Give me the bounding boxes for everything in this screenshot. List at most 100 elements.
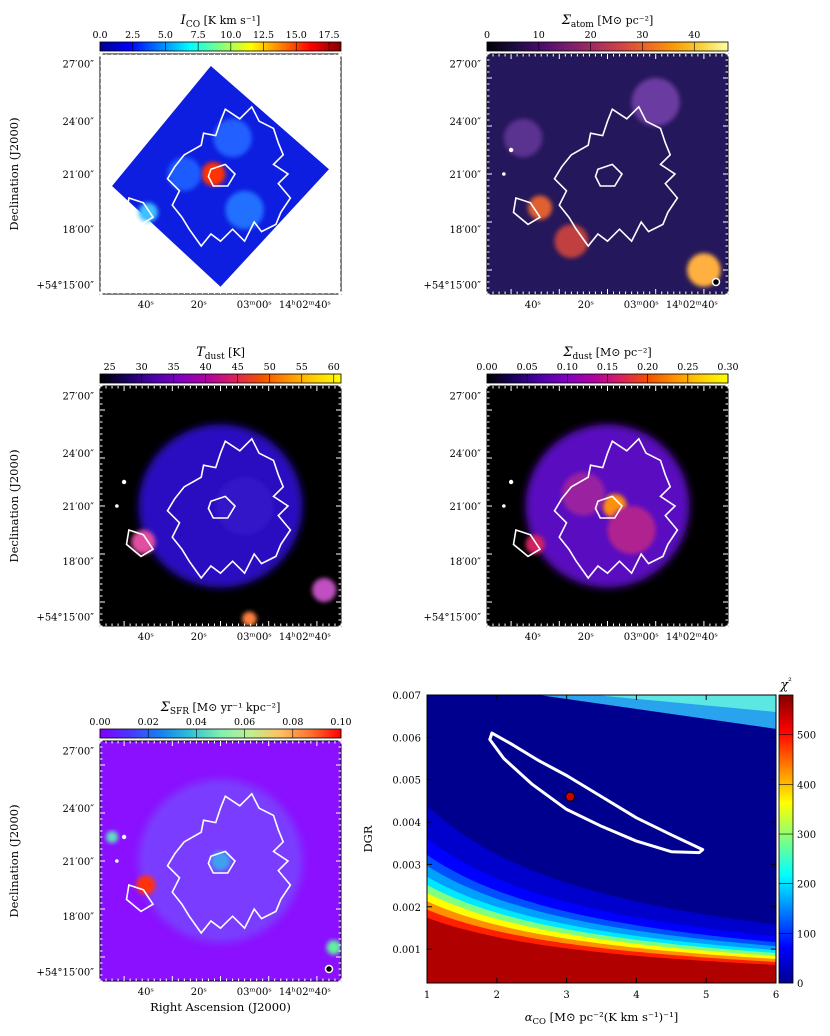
colorbar-tick-label: 15.0: [286, 30, 307, 41]
colorbar-tick-label: 0: [484, 30, 490, 41]
colorbar-tick-label: 12.5: [253, 30, 274, 41]
colorbar-tick-label: 30: [136, 362, 148, 373]
dec-tick-label: 24′00″: [63, 449, 95, 460]
beam-marker: [324, 964, 334, 974]
map-contour: [508, 147, 514, 153]
ra-tick-label: 20ˢ: [191, 632, 207, 643]
ra-tick-label: 40ˢ: [138, 300, 154, 311]
map-contour: [125, 196, 155, 226]
dec-tick-label: 18′00″: [63, 912, 95, 923]
y-tick-label: 0.007: [392, 691, 421, 702]
ra-tick-label: 20ˢ: [578, 632, 594, 643]
colorbar-tick-label: 0.06: [234, 717, 255, 728]
dec-tick-label: +54°15′00″: [36, 612, 94, 623]
ra-tick-label: 03ᵐ00ˢ: [237, 987, 272, 998]
colorbar-tick-label: 0.30: [717, 362, 738, 373]
map-contour: [166, 437, 292, 580]
map-ticks: [99, 53, 342, 295]
dec-tick-label: 21′00″: [63, 857, 95, 868]
dec-tick-label: 27′00″: [450, 392, 482, 403]
map-contour: [115, 172, 119, 176]
map-panel-atom: 0 10 20 30 40 Σatom [M⊙ pc⁻²] 27′00″ 24′00″ 21′0…: [423, 13, 729, 311]
y-tick-label: 0.006: [392, 733, 421, 744]
y-tick-label: 0.002: [392, 903, 421, 914]
colorbar-tick-label: 45: [232, 362, 244, 373]
map-contour: [553, 105, 679, 248]
dec-tick-label: 27′00″: [450, 60, 482, 71]
dec-tick-label: 21′00″: [63, 502, 95, 513]
ra-tick-label: 14ʰ02ᵐ40ˢ: [279, 300, 331, 311]
dec-tick-label: 27′00″: [63, 392, 95, 403]
map-contour: [166, 105, 292, 248]
panel-title: Σdust [M⊙ pc⁻²]: [562, 345, 651, 362]
best-fit-point: [565, 791, 576, 802]
colorbar-tick-label: 50: [264, 362, 276, 373]
panel-title: ICO [K km s⁻¹]: [180, 13, 261, 30]
ra-tick-label: 40ˢ: [138, 987, 154, 998]
map-contour: [594, 495, 624, 519]
map-contour: [121, 147, 127, 153]
map-ticks: [486, 385, 729, 627]
dec-tick-label: 21′00″: [450, 502, 482, 513]
map-contour: [512, 528, 542, 558]
map-ticks: [99, 385, 342, 627]
ra-axis-label: Right Ascension (J2000): [150, 1000, 291, 1014]
y-axis-label: DGR: [361, 825, 375, 852]
colorbar-tdust: [99, 373, 342, 384]
map-ticks: [99, 740, 342, 982]
x-axis-label: αCO [M⊙ pc⁻²(K km s⁻¹)⁻¹]: [525, 1010, 678, 1027]
ra-tick-label: 40ˢ: [525, 632, 541, 643]
x-tick-label: 5: [703, 990, 709, 1001]
map-contour: [121, 834, 127, 840]
panel-title: Σatom [M⊙ pc⁻²]: [561, 13, 654, 30]
colorbar-tick-label: 10.0: [220, 30, 241, 41]
x-tick-label: 6: [773, 990, 779, 1001]
chi2-colorbar: [778, 694, 794, 984]
map-contour: [553, 437, 679, 580]
dec-tick-label: +54°15′00″: [36, 280, 94, 291]
x-tick-label: 1: [424, 990, 430, 1001]
chi2-level: [594, 695, 776, 712]
colorbar-tick-label: 0.10: [557, 362, 578, 373]
colorbar-tick-label: 0.25: [677, 362, 698, 373]
map-contour: [502, 172, 506, 176]
map-contour: [207, 850, 237, 874]
colorbar-tick-label: 2.5: [125, 30, 140, 41]
chi2-level: [427, 917, 776, 983]
colorbar-tick-label: 55: [296, 362, 308, 373]
colorbar-atom: [486, 41, 729, 52]
dec-tick-label: 18′00″: [63, 225, 95, 236]
colorbar-sfr: [99, 728, 342, 739]
dec-tick-label: 27′00″: [63, 60, 95, 71]
map-panel-sdust: 0.00 0.05 0.10 0.15 0.20 0.25 0.30 Σdust [M⊙ pc…: [423, 345, 738, 643]
ra-tick-label: 20ˢ: [191, 987, 207, 998]
map-panel-tdust: 25 30 35 40 45 50 55 60 Tdust [K] 27′00″ 24′00″ 21′…: [7, 345, 342, 643]
chi2-colorbar-tick-label: 500: [797, 731, 816, 742]
colorbar-tick-label: 0.00: [476, 362, 497, 373]
map-image: [487, 386, 728, 626]
ra-tick-label: 40ˢ: [138, 632, 154, 643]
map-contour: [115, 859, 119, 863]
colorbar-tick-label: 40: [688, 30, 700, 41]
dec-tick-label: 24′00″: [450, 449, 482, 460]
dec-tick-label: 27′00″: [63, 747, 95, 758]
map-contour: [508, 479, 514, 485]
ra-tick-label: 20ˢ: [578, 300, 594, 311]
dec-tick-label: 18′00″: [450, 557, 482, 568]
colorbar-tick-label: 25: [104, 362, 116, 373]
map-image: [100, 741, 341, 981]
colorbar-tick-label: 0.08: [282, 717, 303, 728]
chi-squared-chart: 1 2 3 4 5 6 0.001 0.002 0.003 0.004 0.005 0.006 0.00…: [361, 677, 816, 1027]
colorbar-tick-label: 0.20: [637, 362, 658, 373]
ra-tick-label: 03ᵐ00ˢ: [624, 300, 659, 311]
colorbar-tick-label: 30: [636, 30, 648, 41]
ra-tick-label: 03ᵐ00ˢ: [624, 632, 659, 643]
chi2-colorbar-tick-label: 400: [797, 780, 816, 791]
beam-marker: [711, 277, 721, 287]
ra-tick-label: 03ᵐ00ˢ: [237, 632, 272, 643]
y-tick-label: 0.003: [392, 860, 421, 871]
map-contour: [207, 163, 237, 187]
dec-axis-label: Declination (J2000): [7, 117, 21, 230]
dec-tick-label: 24′00″: [63, 117, 95, 128]
